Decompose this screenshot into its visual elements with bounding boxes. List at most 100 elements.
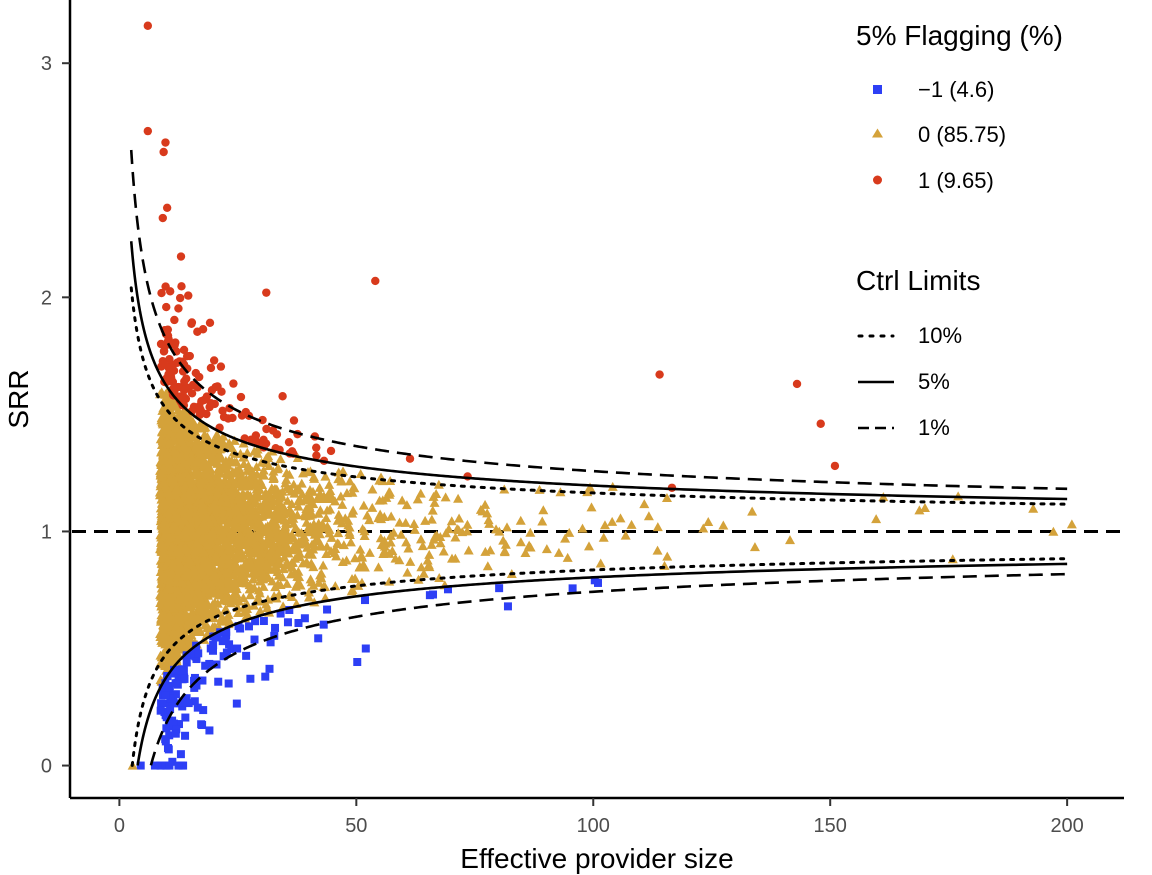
point-flag-0 xyxy=(278,564,289,574)
point-flag-0 xyxy=(482,561,493,571)
point-flag-0 xyxy=(698,523,709,533)
point-flag-0 xyxy=(620,530,631,540)
point-flag-0 xyxy=(180,524,191,534)
point-flag-0 xyxy=(324,479,335,489)
point-flag-0 xyxy=(307,539,318,549)
point-flag-0 xyxy=(308,562,319,572)
point-flag-0 xyxy=(166,597,177,607)
point-flag-0 xyxy=(375,509,386,519)
point-flag-0 xyxy=(446,553,457,563)
point-flag-0 xyxy=(263,451,274,461)
point-flag-0 xyxy=(282,578,293,588)
point-flag-0 xyxy=(163,507,174,517)
legend-limits-label-10: 10% xyxy=(918,323,962,348)
point-flag-0 xyxy=(274,542,285,552)
point-flag-1 xyxy=(225,403,234,413)
point-flag-0 xyxy=(251,478,262,488)
point-flag-0 xyxy=(453,493,464,503)
point-flag-0 xyxy=(237,569,248,579)
point-flag-1 xyxy=(159,147,168,157)
point-flag-0 xyxy=(607,516,618,526)
point-flag-minus1 xyxy=(190,683,199,692)
point-flag-minus1 xyxy=(261,672,270,681)
point-flag-0 xyxy=(364,547,375,557)
point-flag-0 xyxy=(224,541,235,551)
point-flag-1 xyxy=(262,288,271,297)
point-flag-0 xyxy=(165,473,176,483)
point-flag-0 xyxy=(164,493,175,503)
point-flag-1 xyxy=(143,126,153,136)
point-flag-0 xyxy=(173,594,184,604)
point-flag-minus1 xyxy=(171,690,180,699)
point-flag-0 xyxy=(367,502,378,512)
point-flag-0 xyxy=(209,499,220,509)
point-flag-1 xyxy=(792,379,802,389)
point-flag-0 xyxy=(260,495,271,505)
point-flag-0 xyxy=(198,440,209,450)
point-flag-0 xyxy=(246,469,257,479)
point-flag-0 xyxy=(262,523,273,533)
point-flag-0 xyxy=(251,461,262,471)
point-flag-0 xyxy=(252,558,263,568)
point-flag-0 xyxy=(182,584,193,594)
point-flag-0 xyxy=(197,452,208,462)
point-flag-0 xyxy=(386,511,397,521)
point-flag-1 xyxy=(206,398,216,408)
point-flag-0 xyxy=(333,528,344,538)
point-flag-1 xyxy=(159,347,169,356)
point-flag-0 xyxy=(212,598,223,608)
point-flag-0 xyxy=(446,516,457,526)
point-flag-0 xyxy=(364,515,375,525)
point-flag-0 xyxy=(394,517,405,527)
point-flag-0 xyxy=(167,558,178,568)
point-flag-minus1 xyxy=(285,605,294,614)
point-flag-1 xyxy=(371,276,380,286)
point-flag-0 xyxy=(265,539,276,549)
point-flag-minus1 xyxy=(361,596,370,605)
point-flag-0 xyxy=(161,524,172,534)
point-flag-0 xyxy=(878,492,889,502)
point-flag-0 xyxy=(595,558,606,568)
point-flag-0 xyxy=(233,494,244,504)
point-flag-0 xyxy=(249,498,260,508)
point-flag-0 xyxy=(158,505,169,515)
point-flag-minus1 xyxy=(232,699,241,708)
point-flag-0 xyxy=(749,542,760,552)
point-flag-0 xyxy=(245,590,256,600)
point-flag-0 xyxy=(253,585,264,595)
point-flag-0 xyxy=(196,498,207,508)
point-flag-0 xyxy=(290,522,301,532)
point-flag-minus1 xyxy=(265,664,274,673)
point-flag-0 xyxy=(182,495,193,505)
point-flag-0 xyxy=(221,468,232,478)
point-flag-0 xyxy=(172,571,183,581)
point-flag-minus1 xyxy=(165,731,174,740)
point-flag-0 xyxy=(296,535,307,545)
point-flag-0 xyxy=(415,534,426,544)
point-flag-1 xyxy=(177,282,186,291)
point-flag-minus1 xyxy=(594,578,602,587)
point-flag-1 xyxy=(289,416,299,425)
point-flag-0 xyxy=(229,513,240,523)
point-flag-0 xyxy=(241,540,252,550)
point-flag-0 xyxy=(428,534,439,544)
point-flag-0 xyxy=(258,581,269,591)
point-flag-0 xyxy=(191,456,202,466)
point-flag-minus1 xyxy=(246,674,255,683)
point-flag-minus1 xyxy=(156,761,165,770)
point-flag-0 xyxy=(189,577,200,587)
point-flag-0 xyxy=(192,585,203,595)
point-flag-0 xyxy=(390,553,401,563)
point-flag-0 xyxy=(172,512,183,522)
point-flag-0 xyxy=(179,458,190,468)
point-flag-0 xyxy=(402,567,413,577)
point-flag-minus1 xyxy=(179,666,188,675)
point-flag-0 xyxy=(348,505,359,515)
point-flag-1 xyxy=(159,359,169,369)
point-flag-0 xyxy=(163,425,174,435)
point-flag-minus1 xyxy=(300,614,309,623)
point-flag-minus1 xyxy=(244,622,253,631)
point-flag-0 xyxy=(220,593,231,603)
point-flag-minus1 xyxy=(222,648,231,657)
point-flag-0 xyxy=(384,487,395,497)
